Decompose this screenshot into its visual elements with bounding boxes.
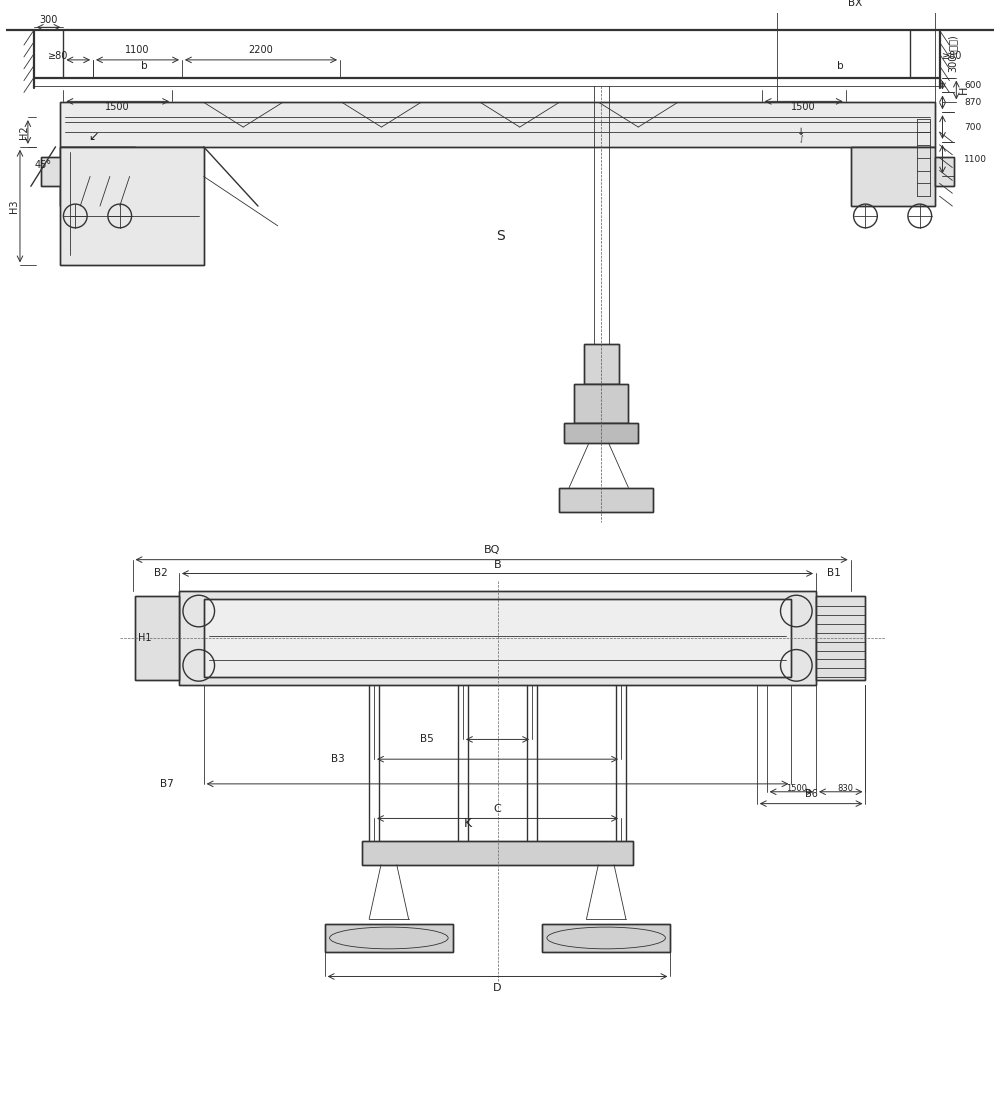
Bar (542, 924, 670, 952)
Text: H2: H2 (19, 125, 29, 139)
Text: 2200: 2200 (249, 45, 273, 55)
Bar (41, 157, 65, 186)
Text: BX: BX (848, 0, 863, 8)
Text: B: B (494, 560, 501, 569)
Bar (564, 424, 638, 443)
Text: ↓: ↓ (797, 127, 805, 137)
Bar (542, 924, 670, 952)
Text: C: C (494, 804, 501, 814)
Bar (935, 157, 954, 186)
Bar (204, 599, 791, 677)
Text: B1: B1 (827, 568, 841, 578)
Bar (584, 344, 619, 384)
Bar (574, 384, 628, 424)
Text: B7: B7 (160, 779, 174, 788)
Bar (179, 591, 816, 685)
Text: 1100: 1100 (964, 154, 987, 163)
Bar (325, 924, 453, 952)
Text: 300: 300 (39, 15, 58, 25)
Text: K: K (464, 817, 472, 830)
Bar (60, 147, 135, 206)
Bar (851, 147, 935, 206)
Text: D: D (493, 983, 502, 993)
Text: 1500: 1500 (105, 102, 130, 113)
Text: H: H (959, 85, 969, 94)
Text: ≥80: ≥80 (48, 51, 69, 61)
Text: B5: B5 (420, 735, 433, 745)
Text: H3: H3 (9, 199, 19, 212)
Bar (362, 841, 633, 865)
Text: ↙: ↙ (88, 130, 98, 143)
Bar (559, 487, 653, 512)
Bar (60, 147, 204, 265)
Text: H1: H1 (138, 633, 151, 643)
Bar (574, 384, 628, 424)
Text: 45°: 45° (34, 160, 51, 170)
Text: 1100: 1100 (125, 45, 150, 55)
Text: ≥80: ≥80 (942, 51, 963, 61)
Text: 870: 870 (964, 97, 981, 107)
Bar (564, 424, 638, 443)
Bar (135, 596, 179, 680)
Bar (60, 102, 935, 147)
Text: b: b (141, 61, 148, 71)
Text: S: S (496, 229, 504, 243)
Bar (179, 591, 816, 685)
Text: 830: 830 (838, 784, 854, 793)
Bar (325, 924, 453, 952)
Text: 700: 700 (964, 123, 981, 131)
Text: b: b (837, 61, 844, 71)
Text: 300(最小): 300(最小) (947, 34, 957, 72)
Bar (816, 596, 865, 680)
Bar (935, 157, 954, 186)
Bar (60, 147, 135, 206)
Bar (362, 841, 633, 865)
Text: B2: B2 (154, 568, 168, 578)
Bar (851, 147, 935, 206)
Text: 600: 600 (964, 81, 981, 90)
Bar (816, 596, 865, 680)
Bar (584, 344, 619, 384)
Text: B3: B3 (331, 754, 344, 764)
Bar (204, 599, 791, 677)
Bar (60, 147, 204, 265)
Bar (135, 596, 179, 680)
Text: 1500: 1500 (786, 784, 807, 793)
Bar (60, 102, 935, 147)
Text: B6: B6 (805, 788, 818, 798)
Text: ∫: ∫ (799, 136, 803, 142)
Text: BQ: BQ (483, 545, 500, 555)
Bar (559, 487, 653, 512)
Bar (41, 157, 65, 186)
Text: 1500: 1500 (791, 102, 816, 113)
